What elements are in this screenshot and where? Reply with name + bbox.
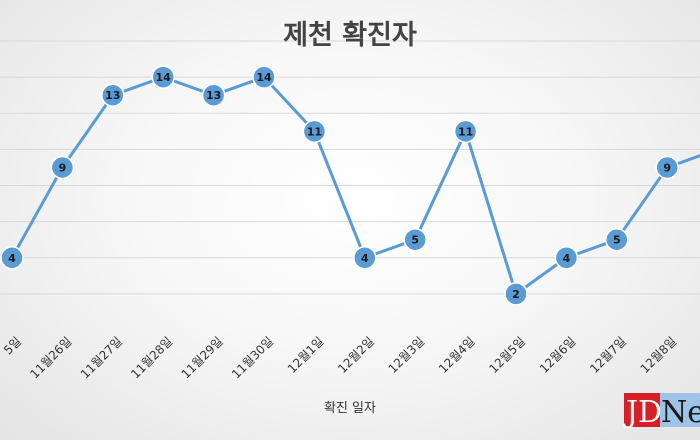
data-label: 9 — [59, 161, 67, 174]
x-tick-label: 12월2일 — [335, 334, 377, 376]
x-tick-label: 11월28일 — [128, 334, 175, 381]
chart-title: 제천 확진자 — [283, 20, 417, 51]
data-label: 11 — [307, 125, 322, 138]
data-point — [101, 83, 125, 107]
jdnews-logo-watermark: JD Ne — [623, 393, 700, 430]
x-tick-label: 12월4일 — [436, 334, 478, 376]
data-point — [252, 65, 276, 89]
x-tick-label: 11월27일 — [78, 334, 125, 381]
data-label: 2 — [512, 288, 520, 301]
data-label: 4 — [361, 252, 369, 265]
data-point — [201, 83, 226, 107]
x-tick-label: 12월7일 — [587, 334, 629, 376]
data-point — [403, 227, 427, 252]
data-label: 4 — [563, 252, 571, 265]
x-tick-label: 12월8일 — [638, 334, 680, 376]
data-label: 13 — [105, 89, 120, 102]
gridlines — [0, 40, 700, 295]
data-label: 14 — [256, 71, 272, 84]
logo-blue-block — [660, 393, 700, 427]
x-tick-label: 11월30일 — [229, 334, 276, 381]
x-tick-label: 11월29일 — [179, 334, 226, 381]
data-label: 4 — [8, 252, 16, 265]
data-point — [151, 65, 175, 89]
x-tick-label: 5일 — [1, 334, 24, 357]
x-tick-labels: 5일 11월26일 11월27일 11월28일 11월29일 11월30일 12월1일 12월… — [1, 334, 680, 381]
data-point — [554, 246, 579, 270]
data-label: 11 — [458, 125, 473, 138]
data-point — [0, 246, 24, 270]
x-tick-label: 11월26일 — [27, 334, 74, 381]
x-tick-label: 12월6일 — [537, 334, 579, 376]
data-label: 5 — [411, 234, 419, 247]
x-axis-title: 확진 일자 — [324, 401, 376, 416]
x-tick-label: 12월5일 — [486, 334, 528, 376]
x-tick-label: 12월3일 — [386, 334, 428, 376]
logo-jd-text: JD — [623, 395, 662, 430]
data-label: 13 — [206, 89, 221, 102]
data-label: 5 — [613, 234, 621, 247]
data-label: 9 — [663, 161, 671, 174]
logo-red-block — [624, 393, 660, 427]
data-point — [453, 119, 478, 144]
data-point — [655, 155, 679, 180]
data-point — [353, 246, 377, 270]
data-point — [302, 119, 327, 144]
logo-ne-text: Ne — [661, 395, 700, 430]
data-point — [605, 227, 629, 252]
data-markers: 4 9 13 14 13 14 11 4 5 11 2 4 5 9 — [0, 65, 679, 306]
data-point — [504, 282, 528, 306]
x-tick-label: 12월1일 — [285, 334, 327, 376]
data-point — [50, 155, 75, 180]
data-label: 14 — [156, 71, 172, 84]
